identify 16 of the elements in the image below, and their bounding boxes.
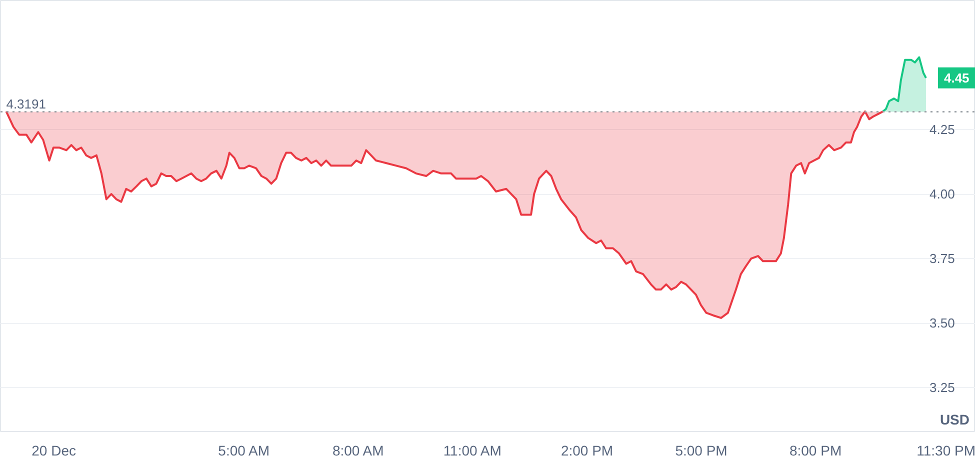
- x-tick-label: 5:00 PM: [675, 442, 728, 458]
- y-tick-label: 3.75: [930, 251, 955, 266]
- y-tick-label: 4.25: [930, 122, 955, 138]
- ref-line-label: 4.3191: [6, 96, 46, 112]
- x-tick-label: 8:00 AM: [332, 442, 384, 458]
- x-tick-label: 5:00 AM: [218, 442, 270, 458]
- y-tick-label: 4.00: [930, 186, 955, 202]
- x-tick-label: 8:00 PM: [789, 442, 842, 458]
- x-tick-label: 2:00 PM: [560, 442, 614, 458]
- x-tick-label: 11:30 PM: [916, 442, 975, 458]
- y-tick-label: 3.50: [930, 316, 955, 331]
- y-tick-label: 3.25: [930, 380, 955, 396]
- y-axis-title: USD: [940, 412, 970, 428]
- x-tick-label: 20 Dec: [32, 442, 76, 458]
- annotation: 4.45: [944, 70, 970, 86]
- x-tick-label: 11:00 AM: [443, 442, 502, 458]
